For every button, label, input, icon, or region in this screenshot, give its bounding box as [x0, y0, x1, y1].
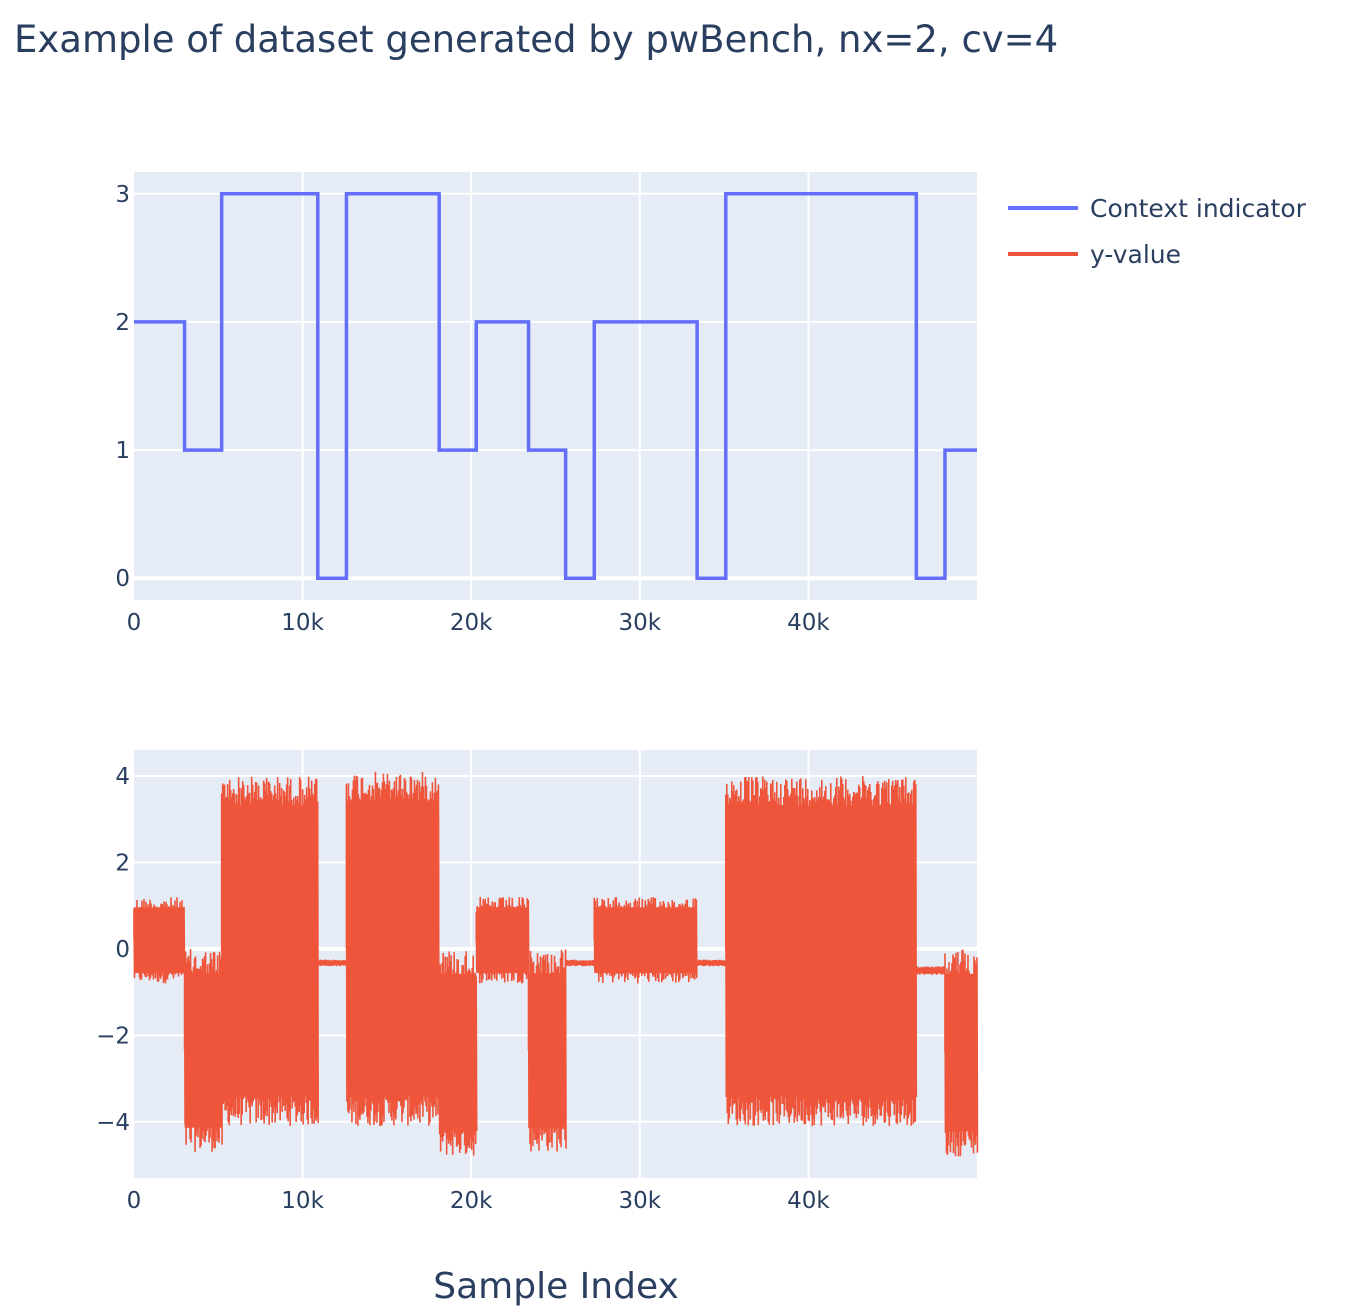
series-y-value [133, 771, 979, 1157]
y-tick-label: 4 [115, 764, 130, 790]
x-tick-label: 0 [127, 1188, 142, 1214]
legend[interactable]: Context indicator y-value [1008, 194, 1307, 269]
x-tick-label: 10k [281, 610, 324, 636]
chart-title: Example of dataset generated by pwBench,… [14, 18, 1058, 61]
y-value-band [184, 973, 222, 1128]
legend-label-y-value: y-value [1090, 240, 1181, 269]
panel-y-value: −4 −2 0 2 4 0 10k 20k 30k 40k [96, 750, 979, 1214]
x-tick-label: 20k [450, 610, 493, 636]
y-value-band [565, 961, 595, 965]
series-line-context-indicator [134, 192, 977, 580]
x-tick-label: 30k [619, 1188, 662, 1214]
y-value-band [916, 968, 945, 973]
x-tick-label: 10k [281, 1188, 324, 1214]
y-value-band [439, 973, 477, 1132]
x-tick-label: 20k [450, 1188, 493, 1214]
y-value-band [944, 973, 977, 1132]
y-value-band [221, 817, 318, 1085]
y-ticks-context: 0 1 2 3 [115, 182, 130, 592]
y-value-band [725, 817, 917, 1085]
y-value-band [528, 973, 566, 1128]
y-ticks-y-value: −4 −2 0 2 4 [96, 764, 130, 1136]
y-value-band [317, 961, 347, 965]
y-value-band [134, 907, 185, 974]
y-tick-label: −2 [96, 1023, 130, 1049]
y-tick-label: 1 [115, 438, 130, 464]
legend-item-y-value[interactable]: y-value [1008, 240, 1181, 269]
plot-area-context [134, 172, 977, 600]
x-ticks-y-value: 0 10k 20k 30k 40k [127, 1188, 831, 1214]
y-value-band [346, 814, 440, 1084]
y-value-segment [345, 771, 440, 1126]
y-value-band [594, 907, 698, 974]
x-ticks-context: 0 10k 20k 30k 40k [127, 610, 831, 636]
y-tick-label: 2 [115, 310, 130, 336]
x-tick-label: 40k [787, 610, 830, 636]
x-tick-label: 30k [619, 610, 662, 636]
legend-label-context-indicator: Context indicator [1090, 194, 1307, 223]
x-tick-label: 0 [127, 610, 142, 636]
legend-item-context-indicator[interactable]: Context indicator [1008, 194, 1307, 223]
y-tick-label: 0 [115, 937, 130, 963]
x-axis-title: Sample Index [433, 1266, 679, 1307]
y-tick-label: −4 [96, 1110, 130, 1136]
x-tick-label: 40k [787, 1188, 830, 1214]
y-value-band [476, 907, 529, 974]
y-tick-label: 0 [115, 566, 130, 592]
panel-context: 0 1 2 3 0 10k 20k 30k 40k [115, 172, 977, 636]
y-tick-label: 3 [115, 182, 130, 208]
series-context-indicator [134, 192, 977, 580]
y-value-band [697, 961, 726, 965]
y-tick-label: 2 [115, 850, 130, 876]
